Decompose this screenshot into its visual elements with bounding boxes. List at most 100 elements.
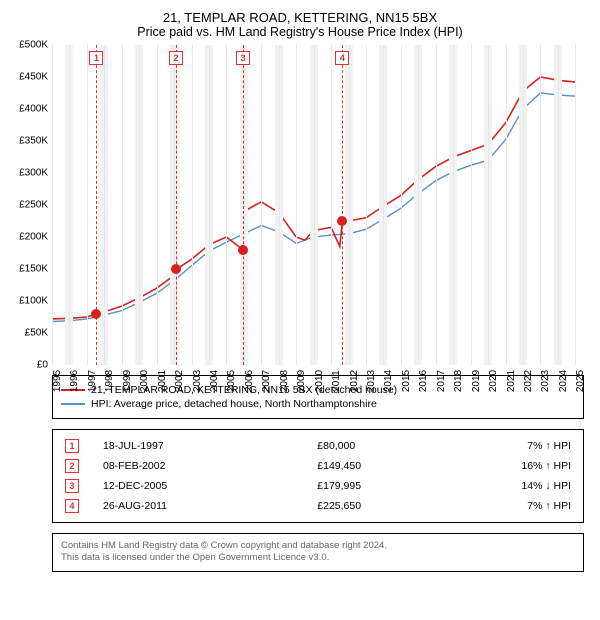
event-badge: 2 bbox=[65, 459, 79, 473]
xtick-label: 2000 bbox=[139, 370, 150, 392]
xtick-label: 2021 bbox=[506, 370, 517, 392]
xtick-label: 2023 bbox=[540, 370, 551, 392]
plot-area: 1995199619971998199920002001200220032004… bbox=[52, 45, 584, 365]
legend-swatch bbox=[61, 403, 85, 405]
grid-vline bbox=[122, 45, 123, 365]
grid-vline bbox=[453, 45, 454, 365]
event-row: 118-JUL-1997£80,0007% ↑ HPI bbox=[61, 436, 575, 456]
title-subtitle: Price paid vs. HM Land Registry's House … bbox=[12, 25, 588, 39]
event-marker: 3 bbox=[236, 51, 250, 65]
xtick-label: 2020 bbox=[488, 370, 499, 392]
ytick-label: £450K bbox=[19, 72, 48, 83]
event-badge: 1 bbox=[65, 439, 79, 453]
grid-vline bbox=[506, 45, 507, 365]
xtick-label: 1999 bbox=[122, 370, 133, 392]
license-line1: Contains HM Land Registry data © Crown c… bbox=[61, 540, 575, 552]
legend-label: HPI: Average price, detached house, Nort… bbox=[91, 398, 377, 410]
event-pct: 14% ↓ HPI bbox=[467, 476, 575, 496]
grid-vline bbox=[349, 45, 350, 365]
xtick-label: 2018 bbox=[453, 370, 464, 392]
grid-vline bbox=[383, 45, 384, 365]
ytick-label: £0 bbox=[37, 360, 48, 371]
event-line bbox=[342, 45, 343, 365]
ytick-label: £350K bbox=[19, 136, 48, 147]
grid-vline bbox=[209, 45, 210, 365]
grid-vline bbox=[296, 45, 297, 365]
title-address: 21, TEMPLAR ROAD, KETTERING, NN15 5BX bbox=[12, 10, 588, 25]
event-marker: 4 bbox=[335, 51, 349, 65]
xtick-label: 2004 bbox=[209, 370, 220, 392]
xtick-label: 2016 bbox=[418, 370, 429, 392]
ytick-label: £150K bbox=[19, 264, 48, 275]
grid-vline bbox=[226, 45, 227, 365]
xtick-label: 2022 bbox=[523, 370, 534, 392]
event-line bbox=[176, 45, 177, 365]
event-date: 26-AUG-2011 bbox=[99, 496, 313, 516]
grid-vline bbox=[279, 45, 280, 365]
xtick-label: 2008 bbox=[279, 370, 290, 392]
xtick-label: 2017 bbox=[436, 370, 447, 392]
grid-vline bbox=[575, 45, 576, 365]
grid-vline bbox=[488, 45, 489, 365]
xtick-label: 2012 bbox=[349, 370, 360, 392]
event-row: 208-FEB-2002£149,45016% ↑ HPI bbox=[61, 456, 575, 476]
grid-vline bbox=[87, 45, 88, 365]
license-box: Contains HM Land Registry data © Crown c… bbox=[52, 533, 584, 572]
event-row: 426-AUG-2011£225,6507% ↑ HPI bbox=[61, 496, 575, 516]
xtick-label: 2003 bbox=[192, 370, 203, 392]
event-date: 12-DEC-2005 bbox=[99, 476, 313, 496]
xtick-label: 2015 bbox=[401, 370, 412, 392]
event-line bbox=[243, 45, 244, 365]
xtick-label: 2025 bbox=[575, 370, 586, 392]
grid-vline bbox=[139, 45, 140, 365]
chart-container: 21, TEMPLAR ROAD, KETTERING, NN15 5BX Pr… bbox=[0, 0, 600, 580]
grid-vline bbox=[174, 45, 175, 365]
grid-vline bbox=[401, 45, 402, 365]
license-line2: This data is licensed under the Open Gov… bbox=[61, 552, 575, 564]
event-row: 312-DEC-2005£179,99514% ↓ HPI bbox=[61, 476, 575, 496]
event-price: £179,995 bbox=[313, 476, 467, 496]
xtick-label: 2007 bbox=[261, 370, 272, 392]
grid-vline bbox=[418, 45, 419, 365]
xtick-label: 2014 bbox=[383, 370, 394, 392]
grid-vline bbox=[523, 45, 524, 365]
event-pct: 7% ↑ HPI bbox=[467, 496, 575, 516]
grid-vline bbox=[471, 45, 472, 365]
grid-vline bbox=[261, 45, 262, 365]
xtick-label: 1996 bbox=[69, 370, 80, 392]
series-lines bbox=[52, 45, 584, 365]
grid-vline bbox=[436, 45, 437, 365]
grid-vline bbox=[558, 45, 559, 365]
grid-vline bbox=[331, 45, 332, 365]
plot-wrap: 1995199619971998199920002001200220032004… bbox=[52, 45, 584, 365]
ytick-label: £500K bbox=[19, 40, 48, 51]
xtick-label: 2024 bbox=[558, 370, 569, 392]
grid-vline bbox=[314, 45, 315, 365]
event-pct: 16% ↑ HPI bbox=[467, 456, 575, 476]
xtick-label: 2010 bbox=[314, 370, 325, 392]
ytick-label: £400K bbox=[19, 104, 48, 115]
ytick-label: £300K bbox=[19, 168, 48, 179]
xtick-label: 2011 bbox=[331, 370, 342, 392]
xtick-label: 1997 bbox=[87, 370, 98, 392]
grid-vline bbox=[52, 45, 53, 365]
event-price: £80,000 bbox=[313, 436, 467, 456]
ytick-label: £250K bbox=[19, 200, 48, 211]
grid-vline bbox=[244, 45, 245, 365]
events-table-box: 1 18-JUL-1997£80,000 7% ↑ HPI 2 08-FEB-2002£… bbox=[52, 429, 584, 523]
transaction-point bbox=[238, 245, 248, 255]
grid-vline bbox=[157, 45, 158, 365]
grid-vline bbox=[192, 45, 193, 365]
event-marker: 1 bbox=[89, 51, 103, 65]
ytick-label: £100K bbox=[19, 296, 48, 307]
grid-vline bbox=[104, 45, 105, 365]
event-date: 18-JUL-1997 bbox=[99, 436, 313, 456]
grid-vline bbox=[540, 45, 541, 365]
xtick-label: 2009 bbox=[296, 370, 307, 392]
events-table: 1 18-JUL-1997£80,000 7% ↑ HPI 2 08-FEB-2002£… bbox=[61, 436, 575, 516]
grid-vline bbox=[366, 45, 367, 365]
event-marker: 2 bbox=[169, 51, 183, 65]
xtick-label: 1998 bbox=[104, 370, 115, 392]
xtick-label: 2001 bbox=[157, 370, 168, 392]
event-date: 08-FEB-2002 bbox=[99, 456, 313, 476]
